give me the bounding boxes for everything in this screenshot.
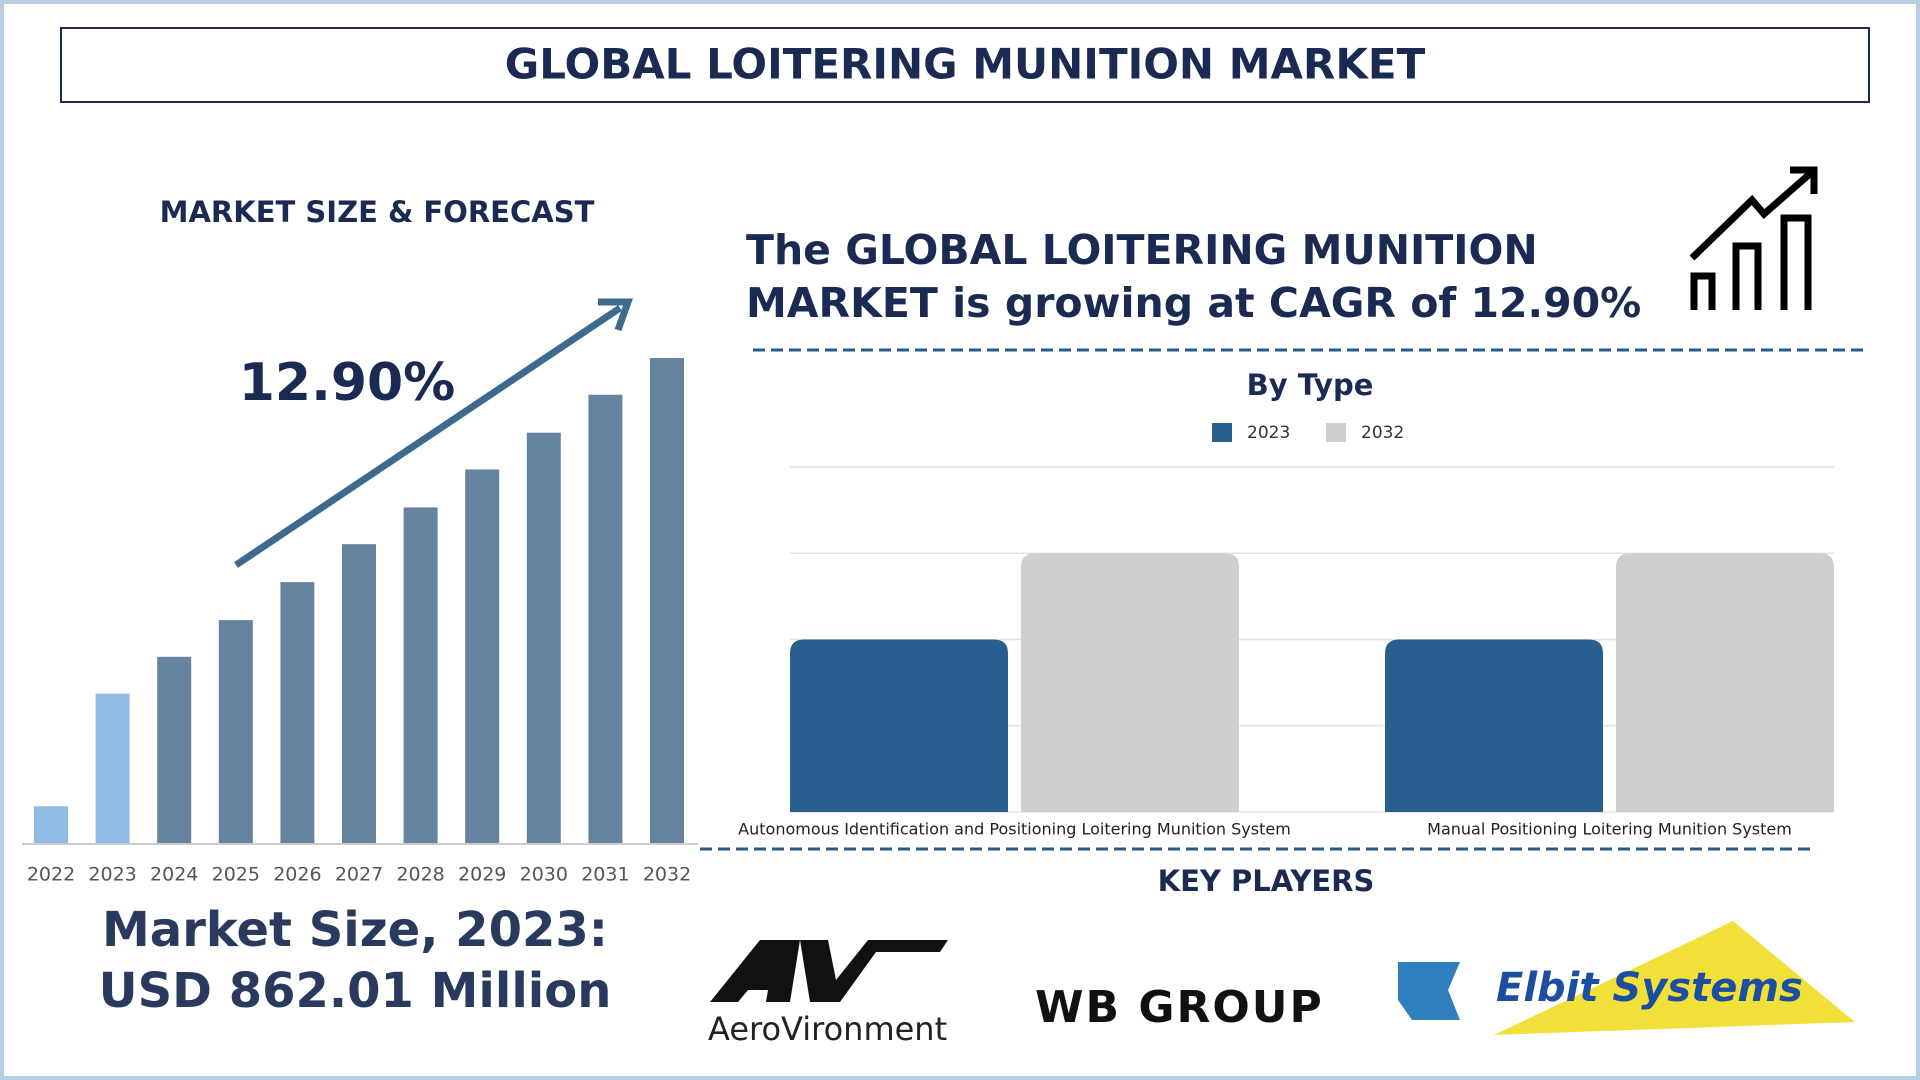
bar (34, 806, 68, 843)
x-tick-label: 2032 (643, 864, 691, 886)
legend-swatch (1212, 423, 1232, 442)
headline: MARKET is growing at CAGR of 12.90% (746, 279, 1641, 327)
x-tick-label: 2027 (335, 864, 383, 886)
x-tick-label: 2028 (396, 864, 444, 886)
wb-logo-icon (1398, 962, 1460, 1020)
bar (790, 639, 1008, 812)
chart-title: MARKET SIZE & FORECAST (160, 195, 595, 229)
trend-arrow (234, 305, 622, 568)
bar (465, 469, 500, 843)
x-tick-label: 2023 (88, 864, 136, 886)
bar (588, 394, 623, 843)
annotation: 12.90% (239, 353, 456, 413)
bar (650, 358, 684, 843)
bar (280, 582, 315, 843)
bar (403, 507, 438, 843)
chart-title: By Type (1247, 368, 1374, 402)
x-tick-label: 2022 (27, 864, 75, 886)
bar (342, 544, 376, 843)
x-tick-label: 2031 (581, 864, 629, 886)
legend-swatch (1326, 423, 1346, 442)
section-title: KEY PLAYERS (1158, 864, 1375, 898)
market-size-value: USD 862.01 Million (99, 963, 612, 1019)
bar (95, 693, 130, 843)
market-size-label: Market Size, 2023: (102, 902, 608, 958)
bar (526, 432, 561, 843)
x-tick-label: 2026 (273, 864, 321, 886)
x-tick-label: 2029 (458, 864, 506, 886)
bar (1385, 639, 1603, 812)
bar (157, 656, 192, 843)
av-logo (710, 940, 948, 1002)
page-title: GLOBAL LOITERING MUNITION MARKET (505, 40, 1426, 89)
growth-icon (1689, 166, 1818, 310)
x-tick-label: 2024 (150, 864, 198, 886)
logo-text: WB GROUP (1035, 982, 1324, 1033)
bar (1616, 553, 1834, 812)
headline: The GLOBAL LOITERING MUNITION (746, 226, 1538, 274)
bar (1021, 553, 1239, 812)
bar (218, 620, 253, 843)
legend-label: 2032 (1361, 423, 1404, 443)
logo-text: AeroVironment (708, 1010, 947, 1048)
logo-text: Elbit Systems (1496, 965, 1803, 1011)
legend-label: 2023 (1247, 423, 1290, 443)
x-tick-label: Manual Positioning Loitering Munition Sy… (1427, 820, 1792, 839)
x-tick-label: 2025 (212, 864, 260, 886)
elbit-logo-shape (1494, 921, 1855, 1035)
x-tick-label: 2030 (520, 864, 568, 886)
x-tick-label: Autonomous Identification and Positionin… (738, 820, 1291, 839)
title-box (60, 27, 1870, 103)
trend-arrow-head (598, 298, 633, 332)
